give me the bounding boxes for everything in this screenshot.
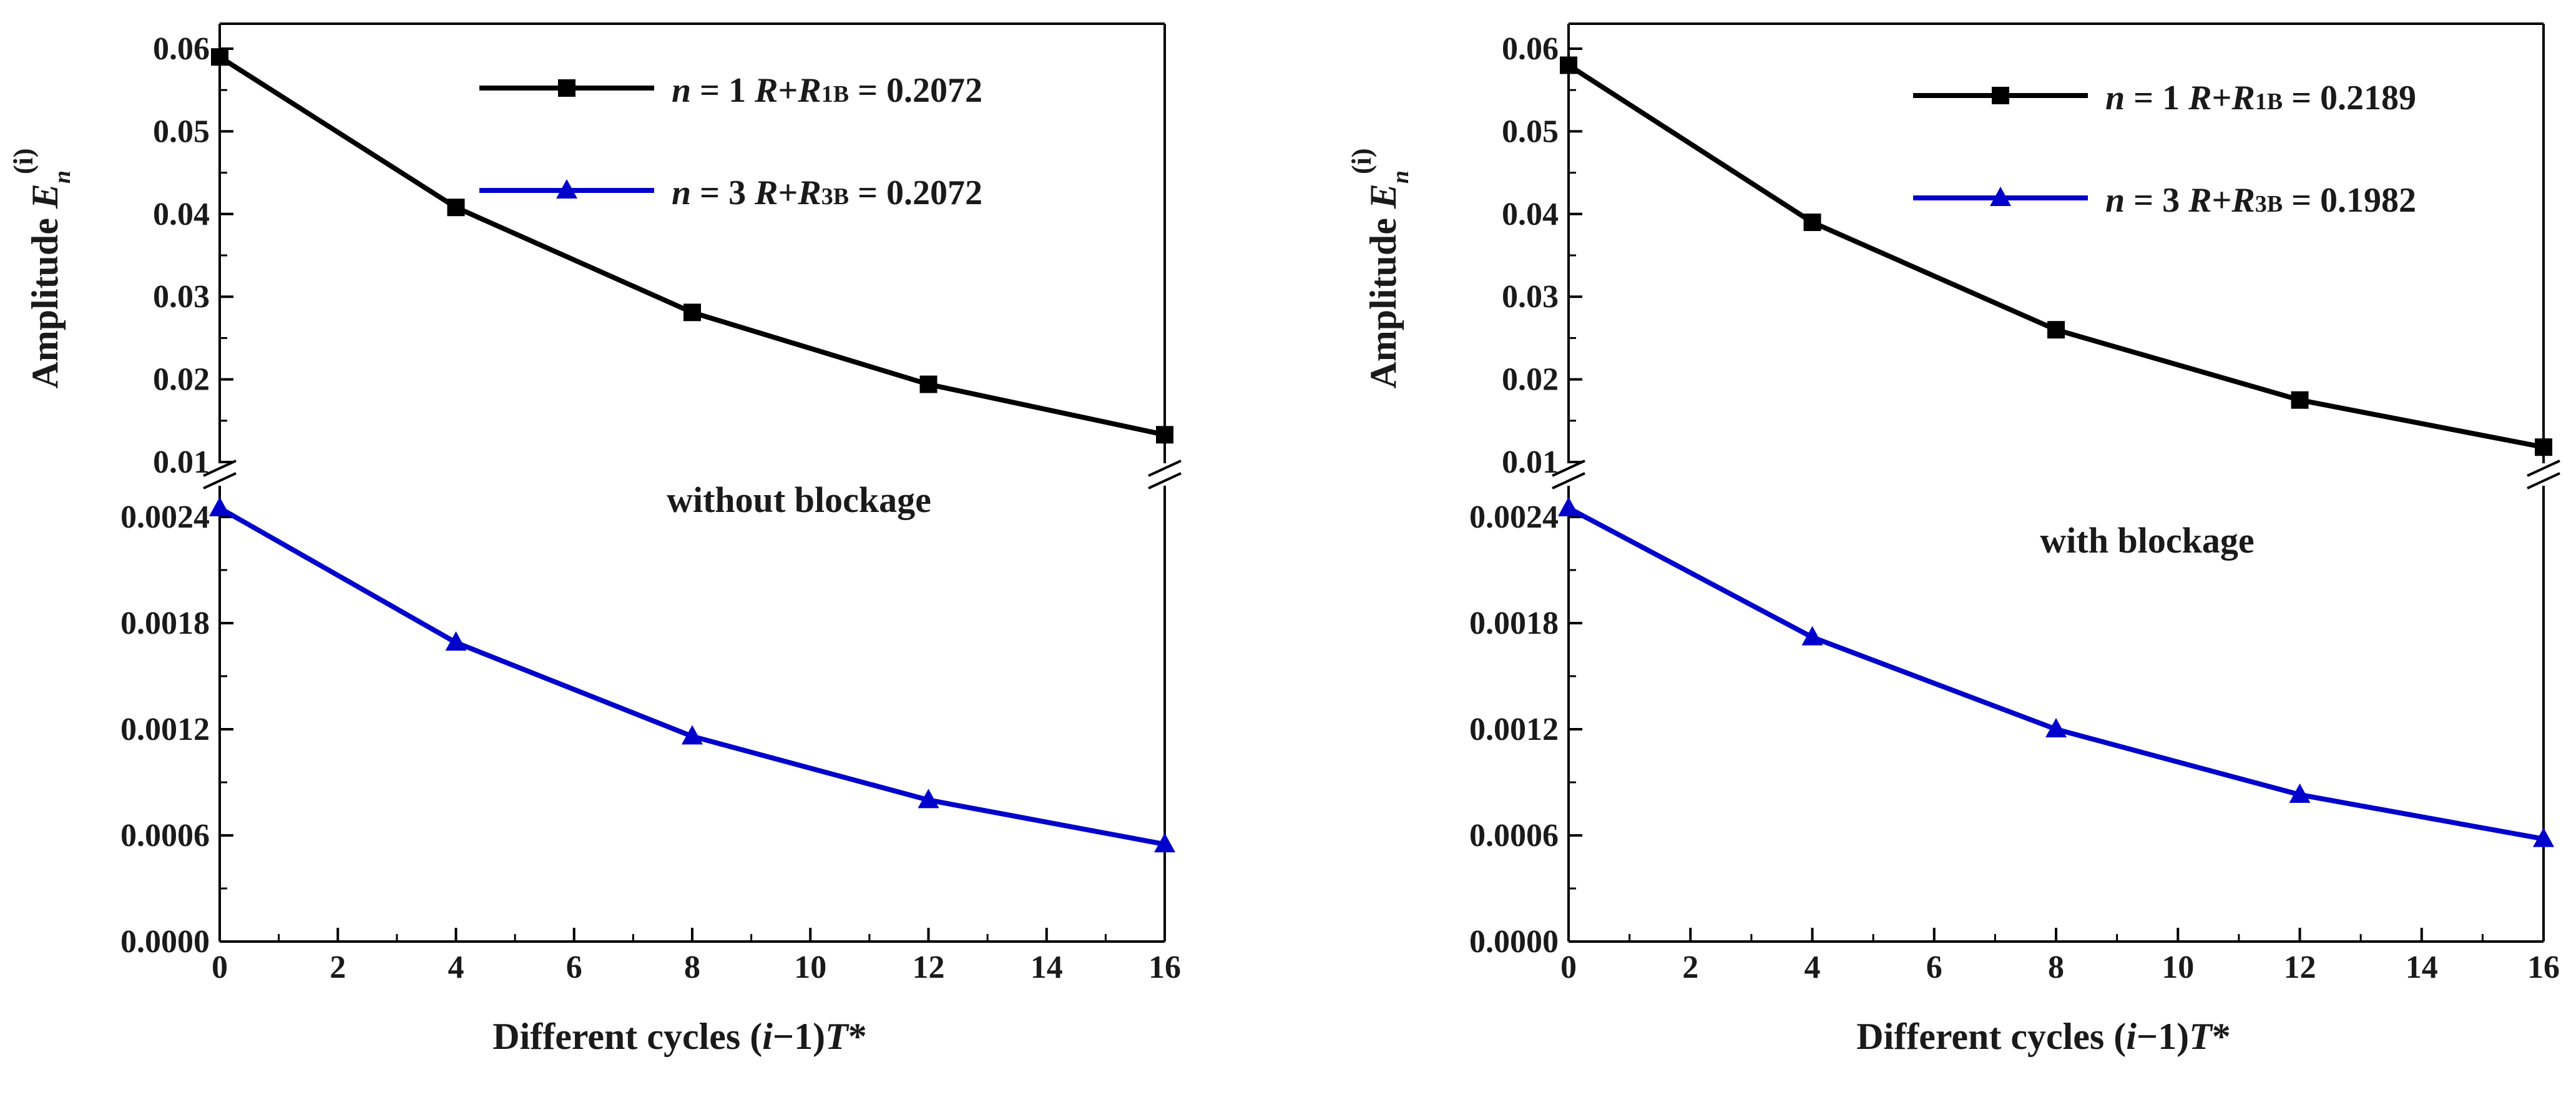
x-tick-label: 14	[1031, 950, 1063, 985]
y-tick-label-upper: 0.02	[153, 362, 210, 398]
chart-panel-1: 0 2 4 6 8 10 12 14 16 0.01 0.02 0.03 0.04 0.05 0.06 0.0…	[8, 22, 1182, 1057]
x-tick-label: 14	[2406, 950, 2438, 985]
x-tick-label: 4	[448, 950, 464, 985]
y-tick-label-lower: 0.0018	[1469, 606, 1559, 641]
y-tick-label-upper: 0.05	[1502, 114, 1559, 149]
legend-marker-n3	[1990, 187, 2011, 206]
data-point-n1	[2047, 321, 2065, 339]
y-tick-label-lower: 0.0000	[120, 924, 210, 960]
data-point-n3	[2045, 718, 2067, 737]
data-point-n1	[2291, 391, 2309, 409]
data-point-n3	[1154, 833, 1175, 853]
y-tick-label-lower: 0.0006	[120, 818, 210, 854]
axis-break-mark-right-2	[1148, 472, 1182, 490]
data-point-n1	[1803, 214, 1821, 232]
series-line-n1	[218, 54, 1165, 438]
series-line-n3	[218, 506, 1165, 847]
x-tick-label: 16	[1148, 950, 1181, 985]
y-tick-label-upper: 0.04	[153, 197, 210, 232]
y-tick-label-upper: 0.03	[1502, 279, 1559, 315]
x-tick-label: 0	[1560, 950, 1577, 985]
x-tick-label: 6	[1926, 950, 1942, 985]
y-tick-label-lower: 0.0012	[1469, 712, 1559, 747]
x-axis-title: Different cycles (i−1)T*	[1856, 1016, 2231, 1057]
y-tick-label-lower: 0.0006	[1469, 818, 1559, 854]
data-point-n1	[447, 199, 465, 217]
data-point-n1	[919, 375, 938, 393]
x-tick-label: 10	[794, 950, 826, 985]
data-point-n1	[1156, 426, 1173, 444]
y-tick-label-upper: 0.06	[153, 31, 210, 67]
y-tick-label-lower: 0.0024	[120, 499, 210, 535]
panel-annotation: with blockage	[2040, 520, 2254, 561]
y-axis-title: Amplitude En(i)	[8, 148, 76, 388]
y-tick-label-lower: 0.0018	[120, 606, 210, 641]
axis-break-mark-right-1	[2527, 460, 2560, 477]
legend-label-n1: n = 1 R+R1B = 0.2189	[2105, 79, 2416, 117]
y-axis-title: Amplitude En(i)	[1346, 148, 1414, 388]
legend-label-n1: n = 1 R+R1B = 0.2072	[672, 71, 982, 110]
x-axis-title: Different cycles (i−1)T*	[492, 1016, 867, 1057]
data-point-n3	[445, 631, 467, 651]
y-tick-label-upper: 0.06	[1502, 31, 1559, 67]
y-tick-label-upper: 0.02	[1502, 362, 1559, 398]
data-point-n1	[211, 48, 228, 66]
data-point-n3	[2289, 783, 2311, 803]
panel-annotation: without blockage	[667, 480, 931, 520]
x-tick-label: 12	[2284, 950, 2316, 985]
x-tick-label: 0	[212, 950, 228, 985]
x-tick-label: 6	[566, 950, 582, 985]
x-tick-label: 4	[1805, 950, 1821, 985]
y-tick-label-upper: 0.04	[1502, 197, 1559, 232]
data-point-n3	[918, 789, 939, 809]
chart-panel-2: 0 2 4 6 8 10 12 14 16 0.01 0.02 0.03 0.04 0.05 0.06 0.0…	[1346, 22, 2560, 1057]
data-point-n3	[682, 725, 703, 745]
axis-break-mark-left-2	[203, 472, 237, 490]
legend-marker-n3	[556, 179, 577, 199]
data-point-n1	[1560, 56, 1577, 74]
axis-break-mark-left-2	[1552, 472, 1585, 490]
x-tick-label: 10	[2162, 950, 2194, 985]
legend-marker-n1	[558, 79, 575, 97]
y-tick-label-lower: 0.0000	[1469, 924, 1559, 960]
x-tick-label: 8	[2048, 950, 2064, 985]
legend-label-n3: n = 3 R+R3B = 0.2072	[672, 174, 982, 212]
axis-break-mark-right-2	[2527, 472, 2560, 490]
data-point-n3	[209, 496, 230, 516]
y-tick-label-upper: 0.01	[153, 445, 210, 480]
data-point-n1	[683, 303, 701, 322]
y-tick-label-upper: 0.05	[153, 114, 210, 149]
data-point-n1	[2535, 438, 2552, 456]
legend-marker-n1	[1992, 87, 2009, 104]
x-tick-label: 2	[330, 950, 346, 985]
axis-break-mark-right-1	[1148, 460, 1182, 477]
data-point-n3	[1558, 496, 1579, 516]
x-tick-label: 2	[1682, 950, 1698, 985]
legend-label-n3: n = 3 R+R3B = 0.1982	[2105, 181, 2416, 220]
x-tick-label: 16	[2527, 950, 2560, 985]
y-tick-label-lower: 0.0012	[120, 712, 210, 747]
data-point-n3	[1801, 626, 1823, 646]
data-point-n3	[2533, 827, 2554, 847]
series-line-n1	[1567, 63, 2544, 450]
x-tick-label: 12	[913, 950, 945, 985]
y-tick-label-upper: 0.01	[1502, 445, 1559, 480]
x-tick-label: 8	[684, 950, 700, 985]
y-tick-label-lower: 0.0024	[1469, 499, 1559, 535]
y-tick-label-upper: 0.03	[153, 279, 210, 315]
